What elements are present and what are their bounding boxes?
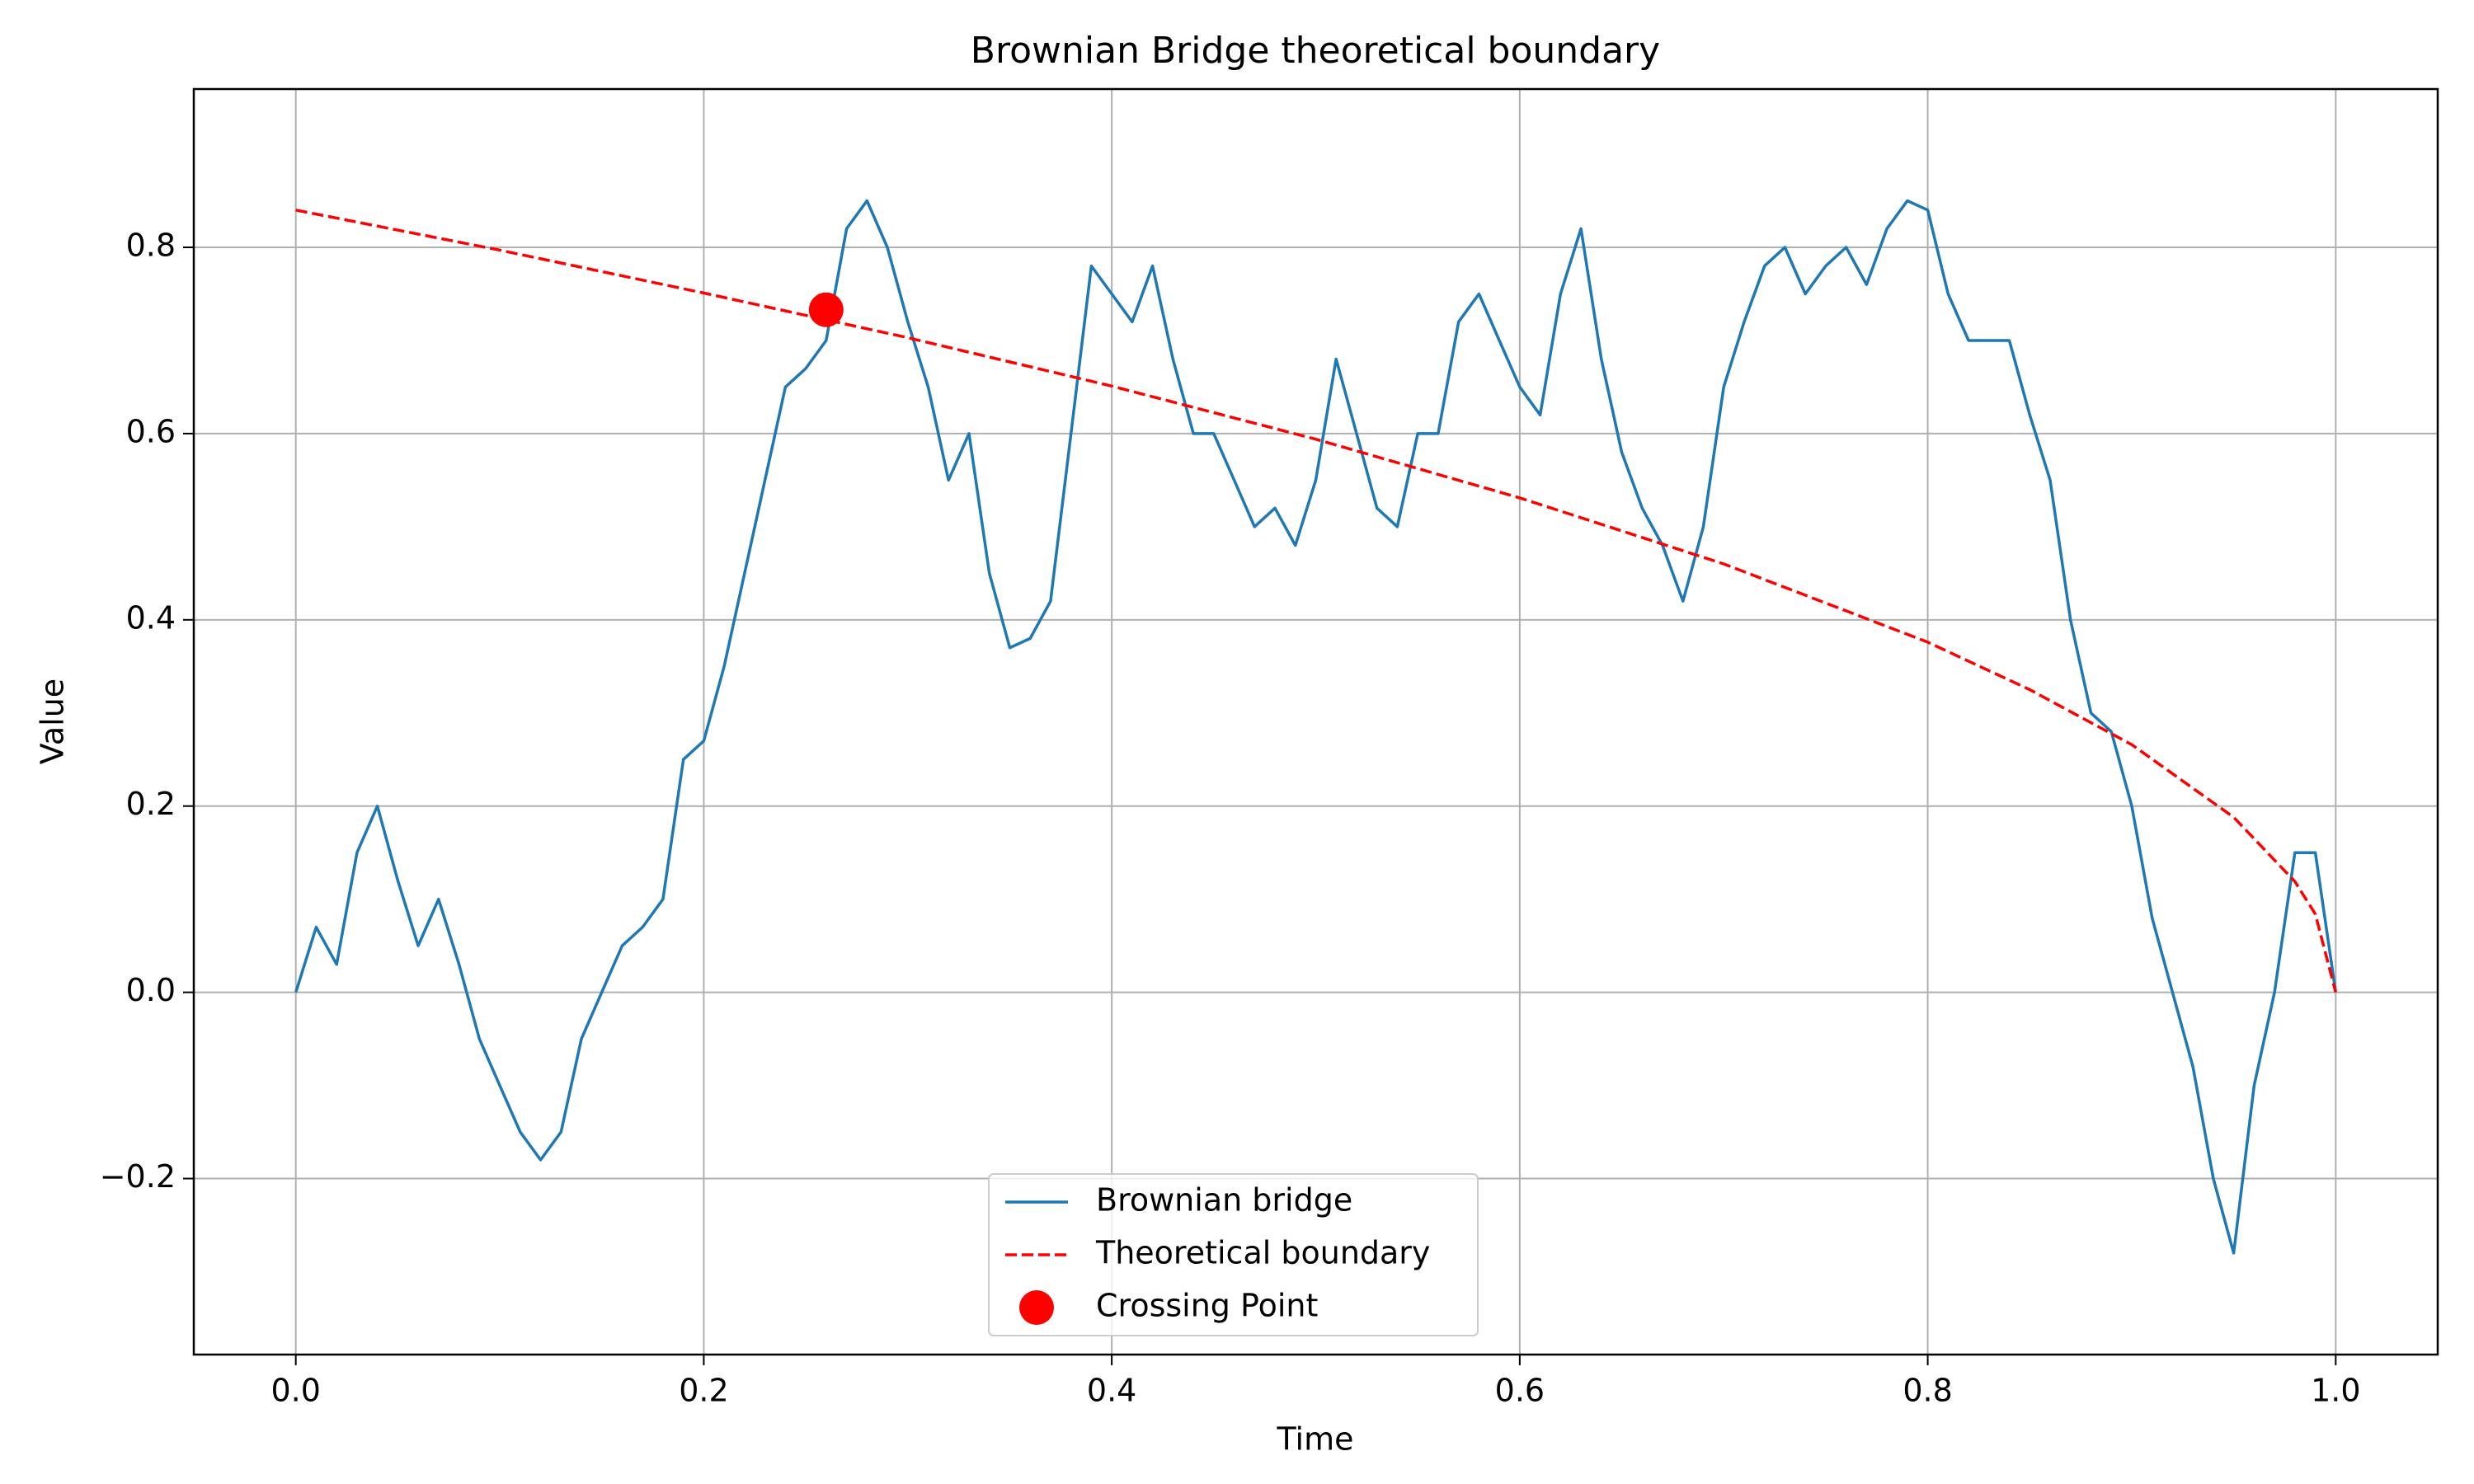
legend-label: Crossing Point bbox=[1096, 1288, 1318, 1324]
line bbox=[294, 199, 2338, 1255]
plot-frame bbox=[192, 87, 2439, 1356]
x-tick-label: 0.6 bbox=[1495, 1373, 1545, 1409]
legend-label: Brownian bridge bbox=[1096, 1182, 1352, 1219]
x-tick-label: 0.0 bbox=[270, 1373, 320, 1409]
y-tick-label: 0.2 bbox=[126, 786, 176, 822]
x-tick-label: 0.4 bbox=[1087, 1373, 1136, 1409]
y-tick-label: −0.2 bbox=[100, 1158, 176, 1195]
y-tick-label: 0.6 bbox=[126, 413, 176, 449]
legend-label: Theoretical boundary bbox=[1095, 1235, 1430, 1271]
x-tick-label: 0.2 bbox=[679, 1373, 728, 1409]
point bbox=[808, 292, 844, 327]
x-tick-label: 1.0 bbox=[2311, 1373, 2360, 1409]
y-tick-label: 0.8 bbox=[126, 228, 176, 264]
legend-box bbox=[988, 1173, 1479, 1336]
legend-marker bbox=[1019, 1290, 1054, 1325]
y-tick-label: 0.4 bbox=[126, 599, 176, 636]
line bbox=[295, 209, 2337, 993]
y-axis-label: Value bbox=[35, 679, 71, 764]
chart-title: Brownian Bridge theoretical boundary bbox=[971, 30, 1660, 72]
x-axis-label: Time bbox=[1277, 1421, 1354, 1458]
x-tick-label: 0.8 bbox=[1903, 1373, 1952, 1409]
y-tick-label: 0.0 bbox=[126, 972, 176, 1008]
